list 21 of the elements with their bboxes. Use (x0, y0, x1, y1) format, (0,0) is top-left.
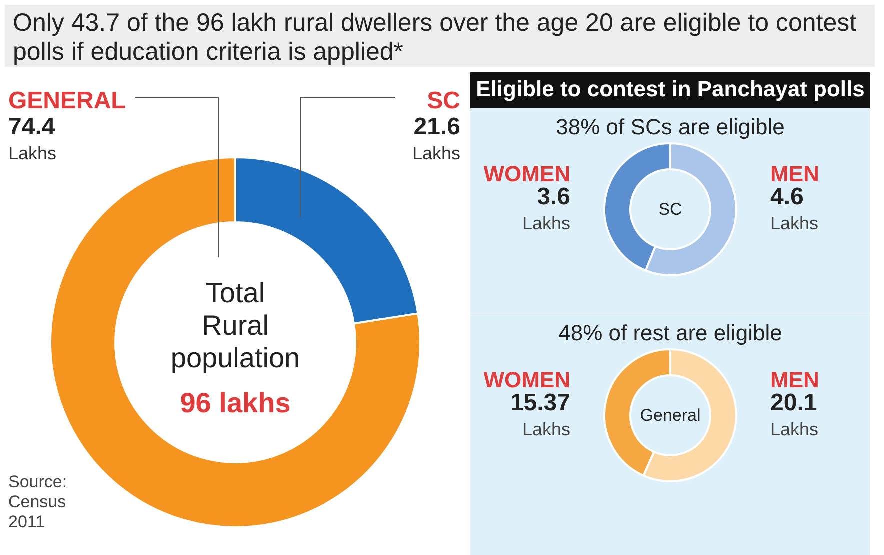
text: General (640, 406, 701, 425)
slice-label: WOMEN (484, 162, 570, 186)
slice-label: WOMEN (484, 368, 570, 392)
text: 96 lakhs (180, 388, 291, 418)
chart-subtitle: Eligible to contest in Panchayat polls (476, 76, 865, 102)
slice-label: GENERAL (8, 88, 126, 114)
data-label: 21.6 Lakhs (412, 114, 461, 164)
chart-title: 48% of rest are eligible (558, 320, 782, 346)
data-label: 20.1 Lakhs (770, 390, 819, 440)
source-note: Source: Census 2011 (8, 472, 68, 532)
data-label: 3.6 Lakhs (522, 184, 571, 234)
data-label: 15.37 Lakhs (510, 390, 571, 440)
chart-title: Only 43.7 of the 96 lakh rural dwellers over the age 20 are eligible to contest polls if education criteria is applied* (13, 9, 858, 66)
slice-label: SC (427, 88, 461, 114)
data-label: 4.6 Lakhs (770, 184, 819, 234)
text: Total Rural population (170, 278, 300, 374)
slice-label: MEN (770, 368, 820, 392)
data-label: 74.4 Lakhs (8, 114, 57, 164)
slice-label: MEN (770, 162, 820, 186)
chart-title: 38% of SCs are eligible (556, 114, 785, 140)
text: SC (658, 200, 682, 219)
